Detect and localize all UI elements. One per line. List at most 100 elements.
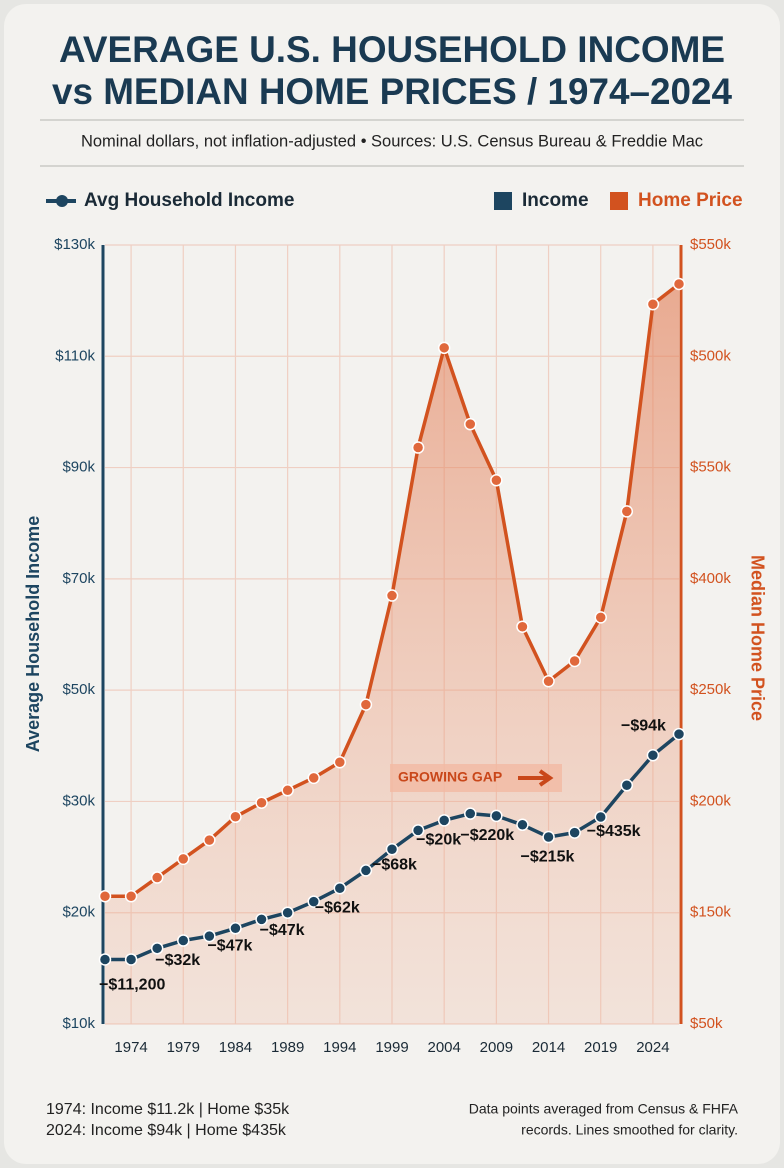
x-tick-label: 2004 xyxy=(427,1039,460,1056)
data-point xyxy=(516,620,529,633)
data-point xyxy=(359,698,373,711)
y2-tick-label: $150k xyxy=(690,904,731,921)
data-point xyxy=(98,889,112,903)
data-point xyxy=(307,895,320,908)
data-point xyxy=(177,934,190,947)
legend-label: Home Price xyxy=(638,190,743,211)
data-point xyxy=(307,771,320,785)
y2-tick-label: $500k xyxy=(690,347,731,364)
chart-title: AVERAGE U.S. HOUSEHOLD INCOME xyxy=(59,29,725,70)
point-annotation: −$220k xyxy=(460,827,514,844)
gap-label: GROWING GAP xyxy=(398,769,502,785)
data-point xyxy=(411,824,425,837)
y-axis-title: Average Household Income xyxy=(23,516,43,752)
gap-arrow xyxy=(518,769,554,787)
data-point xyxy=(229,922,242,935)
y2-tick-label: $50k xyxy=(690,1015,723,1032)
x-tick-label: 2024 xyxy=(636,1039,669,1056)
data-point xyxy=(411,441,425,454)
footer-note: 1974: Income $11.2k | Home $35k xyxy=(46,1101,290,1118)
y-tick-label: $90k xyxy=(62,459,95,476)
data-point xyxy=(203,929,216,943)
footer-note: 2024: Income $94k | Home $435k xyxy=(46,1122,287,1139)
data-point xyxy=(490,809,503,823)
x-tick-label: 2019 xyxy=(584,1039,617,1056)
footer-note: Data points averaged from Census & FHFA xyxy=(469,1101,739,1117)
x-tick-label: 1989 xyxy=(271,1039,304,1056)
data-point xyxy=(464,807,477,820)
x-tick-label: 1994 xyxy=(323,1039,356,1056)
point-annotation: −$94k xyxy=(621,717,666,734)
point-annotation: −$62k xyxy=(315,899,360,916)
y-tick-label: $70k xyxy=(62,570,95,587)
data-point xyxy=(98,953,112,966)
data-point xyxy=(385,589,399,602)
legend-swatch xyxy=(610,192,628,210)
x-tick-label: 2014 xyxy=(532,1039,565,1056)
y-tick-label: $30k xyxy=(62,792,95,809)
data-point xyxy=(385,843,399,856)
point-annotation: −$68k xyxy=(372,857,417,874)
data-point xyxy=(359,864,373,877)
chart-title-line2: vs MEDIAN HOME PRICES / 1974–2024 xyxy=(52,71,732,112)
legend-line-icon xyxy=(56,195,68,207)
data-point xyxy=(542,674,555,688)
x-tick-label: 2009 xyxy=(480,1039,513,1056)
data-point xyxy=(255,796,268,810)
legend-label: Avg Household Income xyxy=(84,190,294,211)
point-annotation: −$47k xyxy=(207,938,252,955)
point-annotation: −$11,200 xyxy=(99,977,165,994)
data-point xyxy=(672,727,686,741)
x-tick-label: 1984 xyxy=(219,1039,252,1056)
data-point xyxy=(646,748,660,762)
data-point xyxy=(281,906,294,919)
data-point xyxy=(516,818,529,832)
data-point xyxy=(490,474,503,487)
data-point xyxy=(229,810,242,824)
data-point xyxy=(124,953,138,966)
data-point xyxy=(594,611,607,624)
y2-axis-title: Median Home Price xyxy=(747,555,767,721)
x-tick-label: 1979 xyxy=(167,1039,200,1056)
data-point xyxy=(568,654,581,668)
y2-tick-label: $250k xyxy=(690,681,731,698)
point-annotation: −$435k xyxy=(587,823,641,840)
footer-note: records. Lines smoothed for clarity. xyxy=(521,1122,738,1138)
data-point xyxy=(464,417,477,431)
point-annotation: −$47k xyxy=(260,922,305,939)
data-point xyxy=(568,826,581,839)
gap-annotation: GROWING GAP xyxy=(390,764,562,792)
x-tick-label: 1999 xyxy=(375,1039,408,1056)
plot-area: $10k $20k $30k $50k $70k $90k $110k $130k $50k $1… xyxy=(54,236,731,1056)
y-tick-label: $110k xyxy=(55,347,95,364)
legend-swatch xyxy=(494,192,512,210)
point-annotation: −$215k xyxy=(521,848,575,865)
data-point xyxy=(203,833,216,847)
data-point xyxy=(333,881,347,895)
y-tick-label: $10k xyxy=(62,1015,95,1032)
data-point xyxy=(124,889,138,903)
subtitle: Nominal dollars, not inflation-adjusted … xyxy=(81,132,703,150)
data-point xyxy=(620,505,634,518)
point-annotation: −$32k xyxy=(155,952,200,969)
data-point xyxy=(437,341,451,355)
point-annotation: −$20k xyxy=(416,832,461,849)
data-point xyxy=(646,297,660,311)
legend: Income Home Price xyxy=(494,190,743,211)
y2-tick-label: $400k xyxy=(690,570,731,587)
y-tick-label: $50k xyxy=(62,681,95,698)
gap-area xyxy=(105,283,679,1024)
data-point xyxy=(333,756,347,769)
data-point xyxy=(542,830,555,844)
data-point xyxy=(150,871,164,884)
data-point xyxy=(594,810,607,824)
y2-tick-label: $550k xyxy=(690,236,731,253)
y2-tick-label: $200k xyxy=(690,792,731,809)
data-point xyxy=(620,779,634,792)
x-tick-label: 1974 xyxy=(114,1039,147,1056)
data-point xyxy=(150,942,164,955)
data-point xyxy=(281,784,294,797)
y2-tick-label: $550k xyxy=(690,459,731,476)
data-point xyxy=(177,852,190,866)
